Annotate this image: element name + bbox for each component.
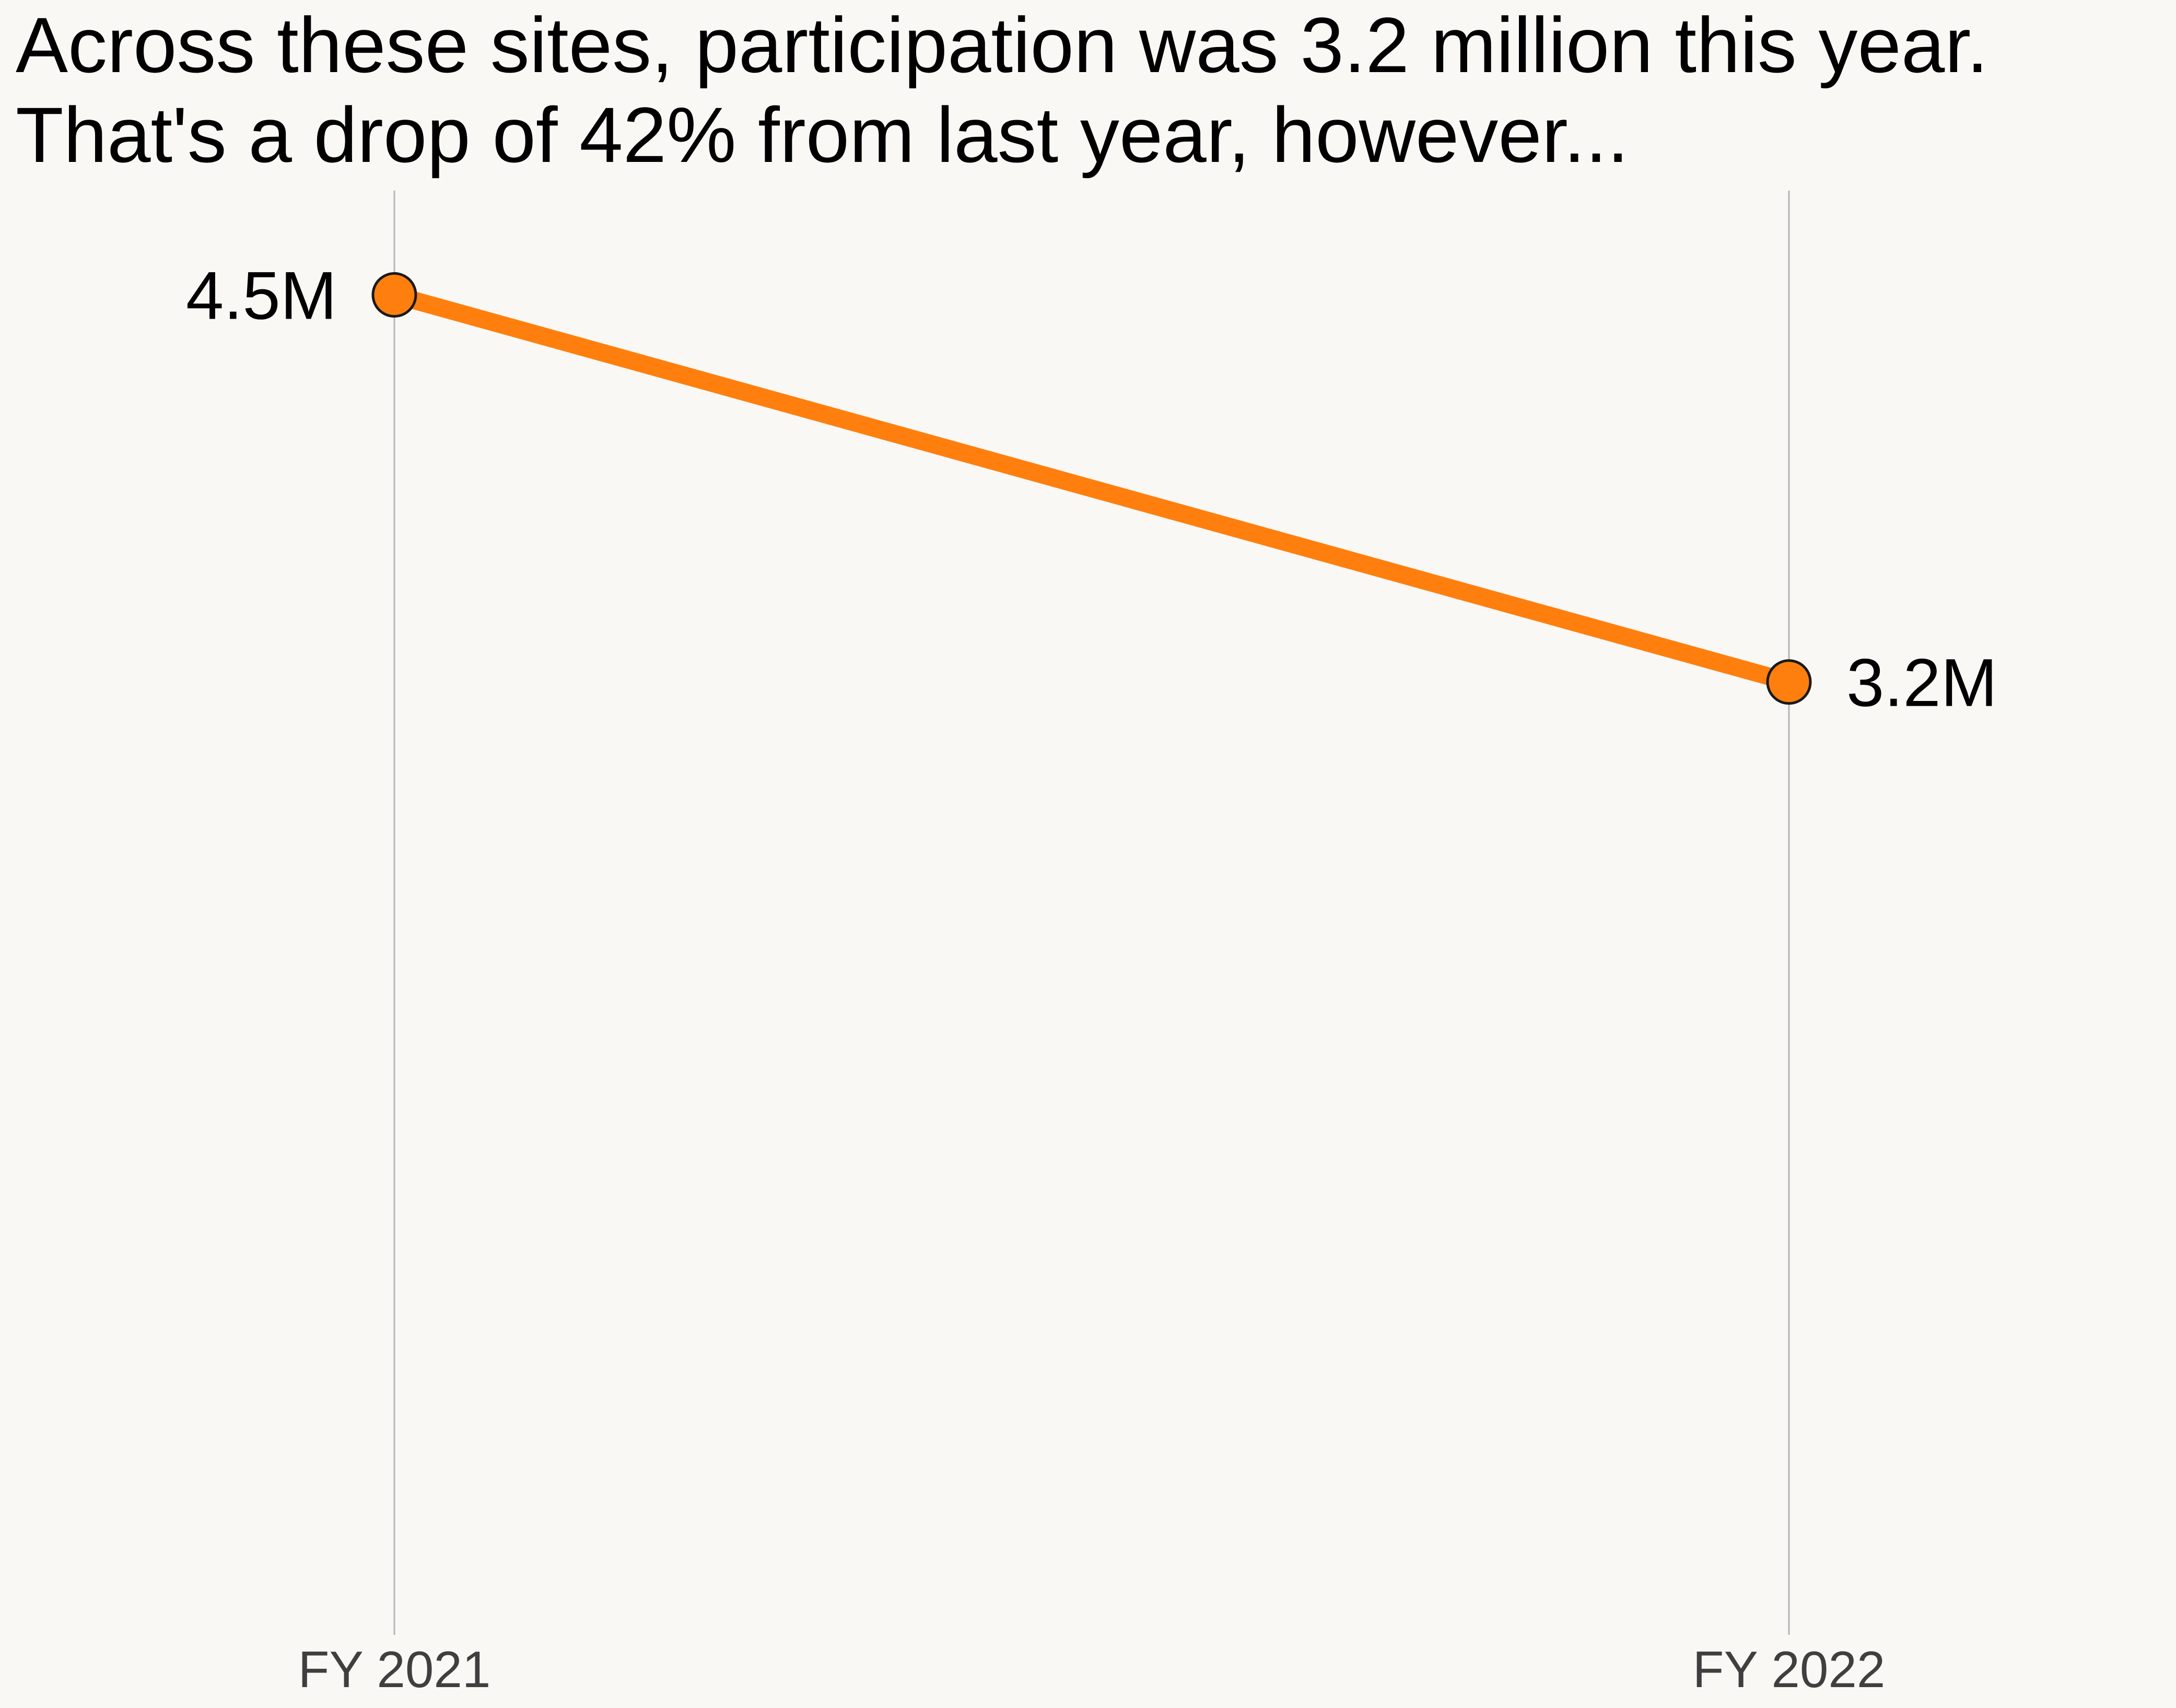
x-tick-labels: FY 2021 FY 2022: [298, 1641, 1886, 1698]
data-label-1: 4.5M: [186, 258, 337, 334]
value-labels: 4.5M 3.2M: [186, 258, 1997, 721]
series-points: [371, 272, 1812, 705]
chart-title-line-1: Across these sites, participation was 3.…: [16, 1, 1988, 89]
x-tick-label-2: FY 2022: [1693, 1641, 1886, 1698]
data-point-2: [1766, 659, 1812, 705]
gridlines: [393, 191, 1790, 1635]
chart-title: Across these sites, participation was 3.…: [16, 0, 1988, 180]
chart-title-line-2: That's a drop of 42% from last year, how…: [16, 91, 1629, 179]
series-line-segment: [392, 286, 1792, 691]
data-point-1: [371, 272, 417, 318]
x-tick-label-1: FY 2021: [298, 1641, 491, 1698]
data-label-2: 3.2M: [1846, 645, 1997, 721]
series-lines: [392, 286, 1792, 691]
